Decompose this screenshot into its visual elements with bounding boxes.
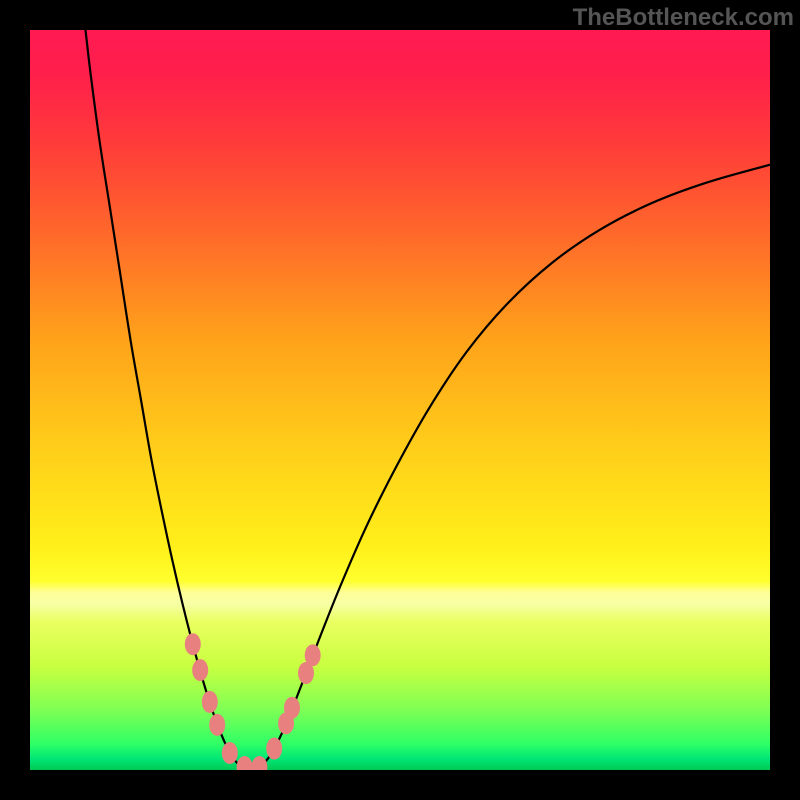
chart-container: TheBottleneck.com <box>0 0 800 800</box>
curve-marker <box>192 659 208 681</box>
watermark-text: TheBottleneck.com <box>573 4 794 32</box>
curve-marker <box>305 644 321 666</box>
curve-marker <box>284 697 300 719</box>
curve-marker <box>202 691 218 713</box>
curve-marker <box>237 756 253 770</box>
marker-layer <box>30 30 770 770</box>
curve-marker <box>222 742 238 764</box>
curve-marker <box>209 714 225 736</box>
plot-area <box>30 30 770 770</box>
curve-marker <box>251 756 267 770</box>
curve-marker <box>266 738 282 760</box>
curve-marker <box>185 633 201 655</box>
